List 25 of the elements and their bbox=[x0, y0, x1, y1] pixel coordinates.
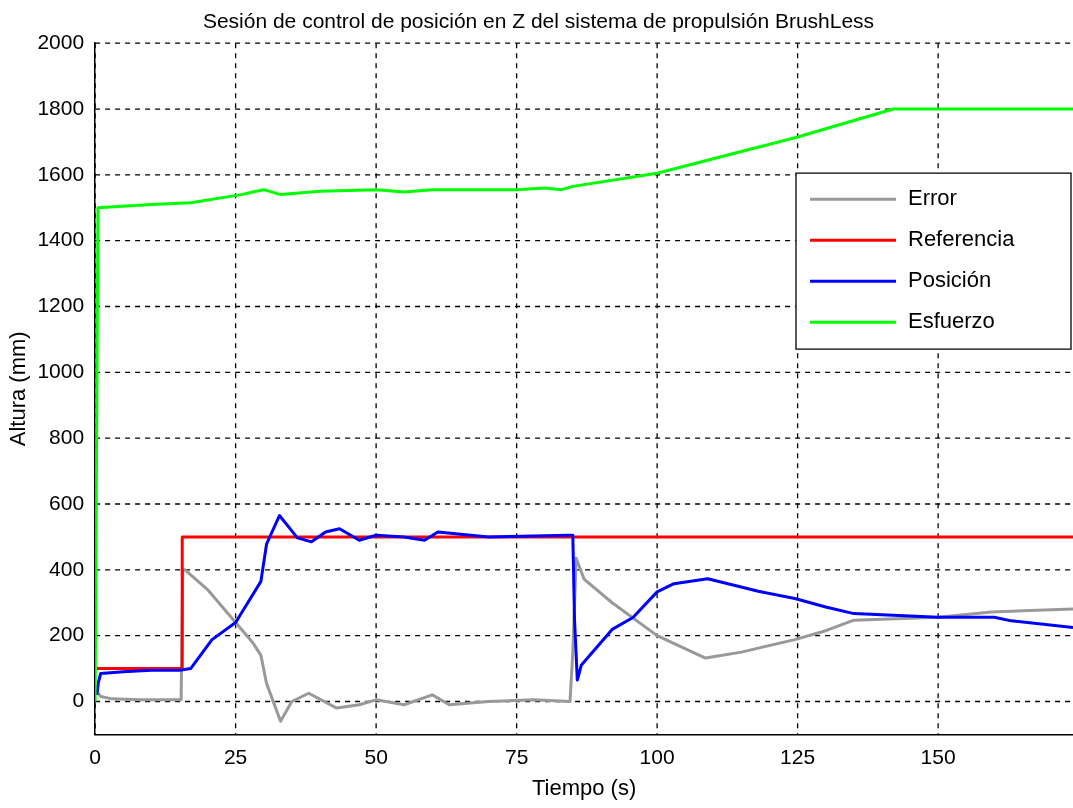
x-tick-label: 150 bbox=[920, 744, 956, 768]
y-tick-label: 200 bbox=[49, 622, 85, 646]
y-tick-label: 600 bbox=[49, 490, 85, 514]
legend-label: Error bbox=[908, 185, 957, 211]
y-tick-label: 0 bbox=[72, 688, 85, 712]
y-tick-label: 1000 bbox=[37, 359, 85, 383]
y-tick-label: 400 bbox=[49, 556, 85, 580]
x-tick-label: 75 bbox=[504, 744, 529, 768]
y-tick-label: 800 bbox=[49, 424, 85, 448]
y-tick-label: 1200 bbox=[37, 293, 85, 317]
y-tick-label: 1800 bbox=[37, 95, 85, 119]
y-tick-label: 1600 bbox=[37, 161, 85, 185]
y-tick-label: 1400 bbox=[37, 227, 85, 251]
x-tick-label: 25 bbox=[223, 744, 248, 768]
chart-title: Sesión de control de posición en Z del sistema de propulsión BrushLess bbox=[202, 9, 875, 33]
legend-label: Esfuerzo bbox=[908, 308, 995, 334]
x-tick-label: 50 bbox=[364, 744, 388, 768]
legend-label: Posición bbox=[908, 267, 992, 293]
x-tick-label: 125 bbox=[780, 744, 816, 768]
y-axis-title: Altura (mm) bbox=[5, 331, 31, 447]
x-axis-title: Tiempo (s) bbox=[531, 774, 637, 800]
x-tick-label: 0 bbox=[89, 744, 101, 768]
legend-label: Referencia bbox=[908, 226, 1016, 252]
x-tick-label: 100 bbox=[639, 744, 675, 768]
y-tick-label: 2000 bbox=[37, 30, 85, 53]
